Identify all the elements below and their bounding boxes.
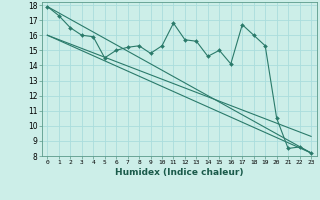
X-axis label: Humidex (Indice chaleur): Humidex (Indice chaleur): [115, 168, 244, 177]
